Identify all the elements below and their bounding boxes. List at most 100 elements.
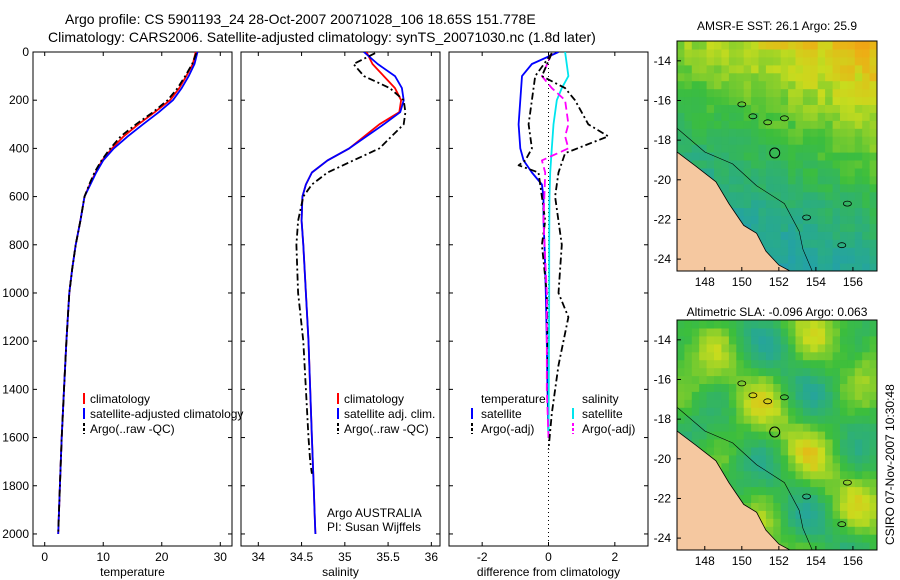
map-cell	[765, 359, 774, 369]
map-cell	[758, 160, 767, 169]
map-cell	[758, 183, 767, 193]
map-cell	[788, 327, 797, 337]
map-cell	[847, 167, 856, 177]
map-cell	[743, 454, 752, 464]
map-cell	[795, 41, 804, 42]
map-cell	[758, 239, 767, 248]
map-cell	[795, 160, 804, 169]
map-cell	[817, 263, 826, 271]
map-cell	[758, 478, 767, 488]
map-cell	[869, 231, 877, 240]
map-cell	[795, 56, 804, 66]
map-cell	[736, 367, 745, 377]
map-cell	[869, 407, 877, 416]
map-cell	[795, 470, 804, 480]
map-cell	[736, 446, 745, 456]
map-cell	[773, 502, 782, 511]
map-cell	[728, 56, 737, 66]
map-cell	[832, 80, 841, 90]
map-cell	[802, 239, 811, 248]
map-cell	[780, 439, 789, 448]
reef-outline	[843, 479, 852, 486]
map-cell	[795, 96, 804, 105]
map-cell	[758, 96, 767, 105]
map-cell	[854, 175, 863, 185]
map-cell	[862, 391, 871, 400]
map-cell	[810, 64, 819, 74]
series-line-argo-raw-qc	[57, 52, 198, 535]
map-cell	[706, 446, 715, 456]
map-cell	[765, 199, 774, 209]
map-cell	[862, 64, 871, 74]
map-cell	[684, 48, 693, 58]
map-cell	[706, 41, 715, 50]
map-cell	[773, 215, 782, 224]
map-cell	[758, 375, 767, 384]
map-cell	[810, 136, 819, 145]
map-cell	[773, 462, 782, 472]
map-cell	[869, 80, 877, 90]
series-line-temperature-argo-adj	[517, 52, 553, 438]
map-cell	[810, 80, 819, 90]
map-cell	[751, 399, 760, 408]
map-cell	[773, 375, 782, 384]
map-cell	[802, 41, 811, 50]
map-cell	[736, 470, 745, 480]
map-cell	[691, 80, 700, 90]
map-cell	[840, 502, 848, 511]
map-cell	[795, 383, 804, 392]
map-cell	[862, 215, 871, 224]
map-cell	[743, 64, 752, 74]
map-cell	[825, 502, 834, 511]
map-cell	[869, 383, 877, 392]
map-cell	[780, 391, 789, 400]
map-cell	[677, 399, 685, 408]
map-cell	[840, 112, 848, 121]
map-cell	[854, 136, 863, 145]
map-cell	[869, 207, 877, 217]
map-cell	[714, 320, 722, 329]
map-cell	[780, 136, 789, 145]
map-cell	[862, 144, 871, 153]
map-cell	[817, 375, 826, 384]
map-cell	[840, 48, 848, 58]
map-cell	[780, 446, 789, 456]
map-cell	[862, 152, 871, 161]
map-cell	[684, 351, 693, 361]
map-cell	[862, 335, 871, 345]
map-cell	[795, 128, 804, 137]
map-cell	[832, 454, 841, 464]
map-cell	[817, 120, 826, 129]
map-cell	[758, 320, 767, 329]
map-cell	[780, 335, 789, 345]
map-cell	[802, 144, 811, 153]
reef-outline	[763, 119, 773, 126]
map-cell	[802, 263, 811, 271]
map-cell	[869, 470, 877, 480]
map-cell	[788, 160, 797, 169]
map-cell	[780, 72, 789, 82]
map-cell	[736, 191, 745, 201]
depth-contour	[677, 406, 813, 550]
map-cell	[832, 128, 841, 137]
map-cell	[728, 391, 737, 400]
map-cell	[862, 160, 871, 169]
map-cell	[810, 518, 819, 527]
map-cell	[684, 343, 693, 353]
map-cell	[869, 327, 877, 337]
map-cell	[780, 494, 789, 503]
map-cell	[728, 327, 737, 337]
map-cell	[721, 167, 730, 177]
map-cell	[743, 160, 752, 169]
map-cell	[862, 247, 871, 256]
map-cell	[810, 112, 819, 121]
map-cell	[765, 391, 774, 400]
map-cell	[817, 383, 826, 392]
map-cell	[728, 351, 737, 361]
map-cell	[780, 415, 789, 424]
map-cell	[736, 136, 745, 145]
map-cell	[751, 439, 760, 448]
map-cell	[854, 510, 863, 519]
